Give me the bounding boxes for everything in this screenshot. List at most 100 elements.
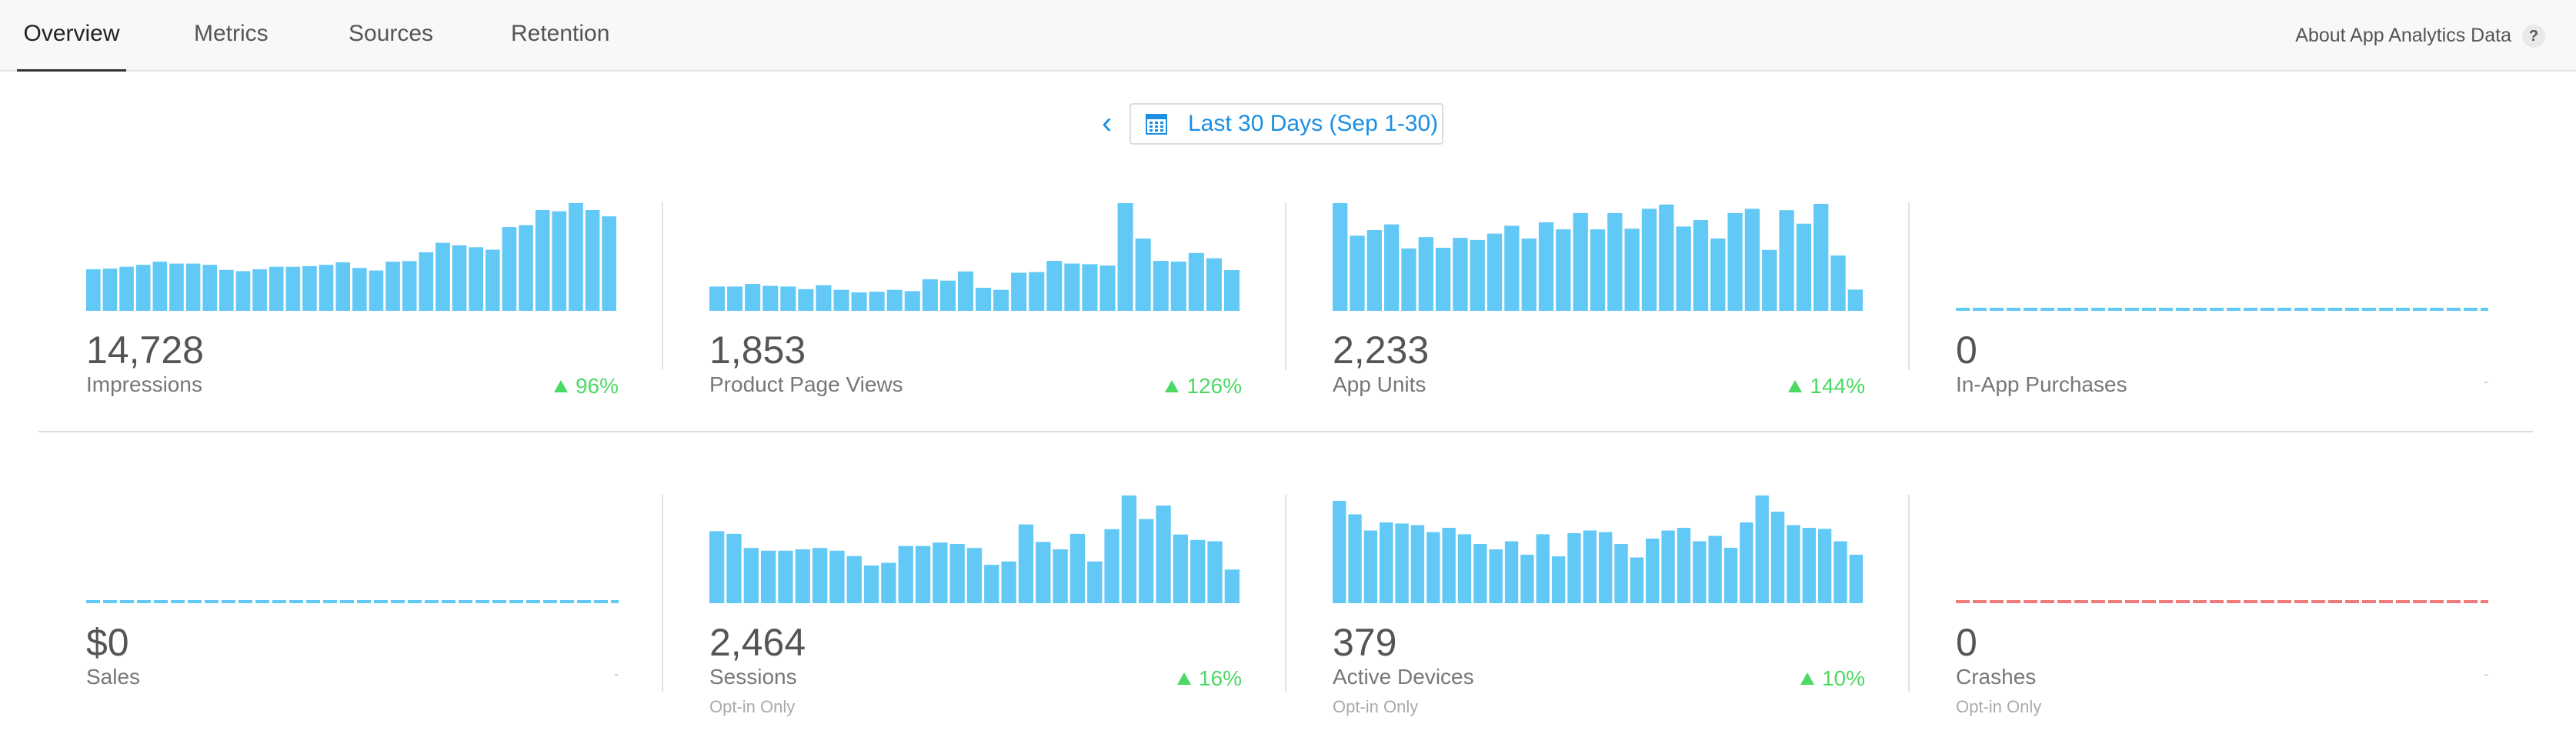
chart-bar — [1676, 226, 1691, 311]
chart-bar — [1787, 525, 1800, 603]
metric-value: 14,728 — [86, 329, 204, 372]
metric-product-page-views[interactable]: 1,853 Product Page Views 126% — [709, 203, 1242, 403]
chart-bar — [1053, 549, 1068, 603]
metric-change-value: 144% — [1810, 374, 1865, 398]
chart-bar — [1762, 249, 1777, 311]
chart-bar — [966, 548, 983, 603]
chart-bar — [762, 285, 779, 311]
metric-change: 16% — [1176, 666, 1242, 691]
metric-app-units[interactable]: 2,233 App Units 144% — [1333, 203, 1865, 403]
metric-crashes[interactable]: 0 Crashes - Opt-in Only — [1956, 495, 2488, 716]
chart-bar — [1538, 222, 1554, 311]
in-app-purchases-chart — [1956, 203, 2488, 311]
chart-bar — [1607, 212, 1623, 311]
chart-bar — [585, 210, 600, 311]
chart-bar — [812, 548, 828, 603]
metric-change: 144% — [1788, 374, 1865, 399]
metric-value: $0 — [86, 621, 129, 664]
chart-bar — [1847, 289, 1863, 311]
metric-label: In-App Purchases — [1956, 372, 2127, 396]
chart-bar — [1121, 495, 1137, 603]
chart-bar — [1069, 533, 1086, 603]
help-icon[interactable]: ? — [2522, 24, 2545, 48]
chart-bar — [335, 262, 351, 311]
chart-bar — [1206, 258, 1222, 311]
chart-bar — [1104, 529, 1119, 603]
tab-sources[interactable]: Sources — [349, 21, 434, 46]
tab-overview[interactable]: Overview — [17, 0, 126, 72]
chart-bar — [1380, 522, 1393, 603]
chart-bar — [1641, 209, 1657, 311]
sessions-bar-chart — [709, 495, 1240, 603]
metric-in-app-purchases[interactable]: 0 In-App Purchases - — [1956, 203, 2488, 403]
chart-bar — [1646, 539, 1660, 603]
chart-bar — [1817, 529, 1832, 603]
chart-bar — [1473, 544, 1487, 603]
app-units-chart — [1333, 203, 1865, 311]
metric-active-devices[interactable]: 379 Active Devices 10% Opt-in Only — [1333, 495, 1865, 716]
chart-bar — [1520, 555, 1534, 603]
chart-bar — [269, 266, 284, 311]
chart-bar — [904, 291, 920, 311]
chart-bar — [915, 545, 931, 603]
chart-bar — [798, 289, 814, 311]
chart-bar — [252, 269, 267, 311]
chart-bar — [939, 280, 956, 311]
chart-bar — [502, 227, 517, 311]
chart-bar — [743, 548, 759, 603]
chart-bar — [1135, 239, 1151, 311]
chart-bar — [1567, 533, 1581, 603]
tab-metrics[interactable]: Metrics — [194, 21, 269, 46]
metric-impressions[interactable]: 14,728 Impressions 96% — [86, 203, 619, 403]
metric-change: - — [614, 666, 619, 682]
crashes-line-chart — [1956, 600, 2488, 603]
chart-bar — [1521, 239, 1537, 311]
chart-bar — [1624, 229, 1640, 311]
chart-bar — [1504, 541, 1519, 603]
chart-bar — [119, 266, 134, 311]
chart-bar — [1410, 525, 1425, 603]
metric-sessions[interactable]: 2,464 Sessions 16% Opt-in Only — [709, 495, 1242, 716]
product-page-views-chart — [709, 203, 1242, 311]
chart-bar — [1727, 212, 1743, 311]
chart-bar — [727, 286, 743, 311]
date-range-button[interactable]: Last 30 Days (Sep 1-30) — [1130, 103, 1443, 145]
chart-bar — [1614, 544, 1628, 603]
chart-bar — [1363, 530, 1378, 603]
chart-bar — [569, 203, 583, 311]
chart-bar — [486, 249, 500, 311]
chart-bar — [1814, 203, 1829, 311]
chart-bar — [1156, 505, 1171, 603]
chart-bar — [385, 262, 400, 311]
chart-bar — [1590, 229, 1606, 311]
chart-bar — [1435, 248, 1451, 311]
metric-change-value: 126% — [1186, 374, 1242, 398]
chart-bar — [1693, 541, 1707, 603]
arrow-up-icon — [1800, 672, 1814, 685]
metric-change: 96% — [553, 374, 619, 399]
chart-bar — [1744, 209, 1760, 311]
chart-bar — [1087, 561, 1103, 603]
metric-sales[interactable]: $0 Sales - — [86, 495, 619, 696]
chart-bar — [1064, 263, 1080, 311]
chart-bar — [1029, 272, 1045, 311]
impressions-chart — [86, 203, 619, 311]
active-devices-bar-chart — [1333, 495, 1863, 603]
chart-bar — [435, 242, 450, 311]
about-analytics-link[interactable]: About App Analytics Data ? — [2295, 0, 2545, 72]
metric-change-value: 96% — [575, 374, 619, 398]
chart-bar — [957, 271, 973, 311]
chart-bar — [898, 545, 913, 603]
chart-bar — [402, 261, 417, 311]
chart-bar — [933, 542, 948, 603]
chart-bar — [1708, 535, 1722, 603]
arrow-up-icon — [1176, 672, 1191, 685]
chart-bar — [1046, 261, 1063, 311]
tab-retention[interactable]: Retention — [511, 21, 610, 46]
chart-bar — [1487, 233, 1503, 311]
sessions-chart — [709, 495, 1242, 603]
chart-bar — [1583, 530, 1597, 603]
arrow-up-icon — [1165, 380, 1180, 392]
chevron-left-icon[interactable]: ‹ — [1102, 106, 1113, 140]
sales-line-chart — [86, 600, 619, 603]
